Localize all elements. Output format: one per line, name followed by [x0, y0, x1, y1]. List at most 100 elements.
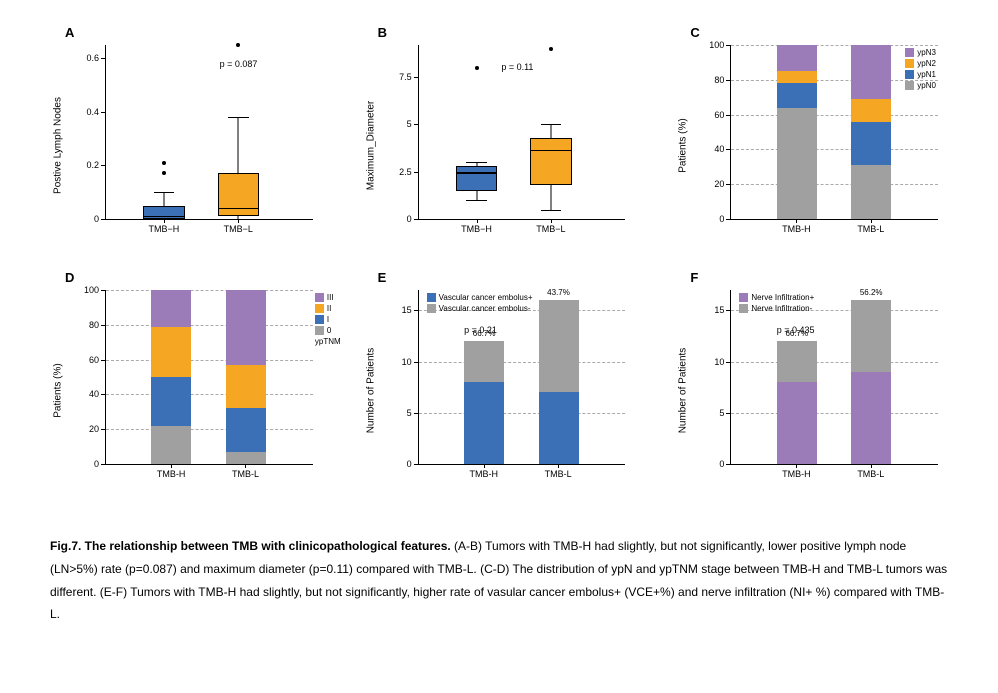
y-tick-label: 7.5: [399, 72, 412, 82]
chart-area: 020406080100TMB-HTMB-LypN3ypN2ypN1ypN0: [730, 45, 938, 220]
panel-label-e: E: [378, 270, 387, 285]
figure-caption: Fig.7. The relationship between TMB with…: [50, 535, 948, 626]
bar-segment: [851, 45, 891, 99]
panel-label-d: D: [65, 270, 74, 285]
panel-d: D020406080100TMB-HTMB-LIIIIII0ypTNMPatie…: [50, 275, 323, 495]
outlier-point: [475, 66, 479, 70]
panel-label-a: A: [65, 25, 74, 40]
bar-segment: [151, 377, 191, 426]
y-tick-label: 0.4: [86, 107, 99, 117]
p-value-text: p = 0.087: [220, 59, 258, 69]
chart-legend: IIIIII0ypTNM: [315, 292, 341, 347]
chart-area: 051015TMB-HTMB-L66.7%43.7%Vascular cance…: [418, 290, 626, 465]
bar-segment: [151, 426, 191, 464]
y-axis-label: Patients (%): [678, 118, 689, 172]
y-tick-label: 5: [407, 119, 412, 129]
x-tick-label: TMB-H: [157, 469, 186, 479]
bar-segment: [226, 290, 266, 365]
bar-segment: [851, 372, 891, 464]
legend-item: ypTNM: [315, 336, 341, 347]
bar-segment: [851, 99, 891, 122]
bar-segment: [226, 365, 266, 409]
legend-item: Nerve Infiltration+: [739, 292, 814, 303]
legend-swatch: [905, 59, 914, 68]
y-tick-label: 2.5: [399, 167, 412, 177]
chart-area: 051015TMB-HTMB-L66.7%56.2%Nerve Infiltra…: [730, 290, 938, 465]
legend-item: I: [315, 314, 341, 325]
legend-swatch: [315, 304, 324, 313]
y-tick-label: 0: [719, 459, 724, 469]
panel-e: E051015TMB-HTMB-L66.7%43.7%Vascular canc…: [363, 275, 636, 495]
legend-item: ypN0: [905, 80, 936, 91]
legend-swatch: [427, 293, 436, 302]
x-tick-label: TMB-L: [545, 469, 572, 479]
x-tick-label: TMB-L: [232, 469, 259, 479]
legend-item: ypN1: [905, 69, 936, 80]
p-value-text: p = 0.21: [464, 325, 497, 335]
y-tick-label: 0: [407, 214, 412, 224]
legend-label: Nerve Infiltration+: [751, 292, 814, 303]
caption-title: Fig.7. The relationship between TMB with…: [50, 539, 451, 553]
y-tick-label: 40: [714, 144, 724, 154]
p-value-text: p = 0.435: [777, 325, 815, 335]
bar-segment: [777, 382, 817, 464]
y-tick-label: 0.2: [86, 160, 99, 170]
y-tick-label: 40: [89, 389, 99, 399]
panel-label-f: F: [690, 270, 698, 285]
bar-segment: [539, 392, 579, 464]
outlier-point: [236, 43, 240, 47]
y-tick-label: 15: [714, 305, 724, 315]
legend-label: ypN3: [917, 47, 936, 58]
legend-item: II: [315, 303, 341, 314]
x-tick-label: TMB-H: [782, 469, 811, 479]
y-tick-label: 10: [402, 357, 412, 367]
bar-segment: [151, 290, 191, 327]
legend-label: Vascular cancer embolus-: [439, 303, 531, 314]
p-value-text: p = 0.11: [501, 62, 533, 72]
legend-label: Nerve Infiltration-: [751, 303, 812, 314]
stacked-bar: 56.2%: [851, 300, 891, 464]
y-tick-label: 60: [89, 355, 99, 365]
y-axis-label: Maximum_Diameter: [365, 101, 376, 190]
bar-segment: [777, 108, 817, 219]
legend-label: II: [327, 303, 331, 314]
bar-top-label: 56.2%: [860, 288, 883, 297]
legend-swatch: [905, 70, 914, 79]
panel-b: B02.557.5TMB−HTMB−Lp = 0.11Maximum_Diame…: [363, 30, 636, 250]
bar-segment: [777, 71, 817, 83]
bar-segment: [226, 452, 266, 464]
y-tick-label: 60: [714, 110, 724, 120]
legend-swatch: [315, 326, 324, 335]
y-tick-label: 15: [402, 305, 412, 315]
legend-item: Vascular cancer embolus+: [427, 292, 533, 303]
y-axis-label: Postive Lymph Nodes: [53, 97, 64, 194]
boxplot-box: [456, 166, 497, 191]
outlier-point: [162, 161, 166, 165]
bar-segment: [226, 408, 266, 452]
x-tick-label: TMB-L: [857, 469, 884, 479]
panel-f: F051015TMB-HTMB-L66.7%56.2%Nerve Infiltr…: [675, 275, 948, 495]
legend-swatch: [905, 81, 914, 90]
y-tick-label: 20: [714, 179, 724, 189]
y-tick-label: 100: [84, 285, 99, 295]
y-tick-label: 0.6: [86, 53, 99, 63]
panel-label-b: B: [378, 25, 387, 40]
y-tick-label: 100: [709, 40, 724, 50]
chart-area: 020406080100TMB-HTMB-LIIIIII0ypTNM: [105, 290, 313, 465]
boxplot-box: [218, 173, 259, 216]
legend-item: III: [315, 292, 341, 303]
legend-swatch: [739, 304, 748, 313]
legend-label: ypN2: [917, 58, 936, 69]
legend-item: Vascular cancer embolus-: [427, 303, 533, 314]
stacked-bar: 43.7%: [539, 300, 579, 464]
x-tick-label: TMB-H: [470, 469, 499, 479]
y-axis-label: Number of Patients: [365, 348, 376, 434]
figure-grid: A00.20.40.6TMB−HTMB−Lp = 0.087Postive Ly…: [50, 30, 948, 495]
legend-swatch: [427, 304, 436, 313]
stacked-bar: 66.7%: [777, 341, 817, 464]
x-tick-label: TMB-L: [857, 224, 884, 234]
bar-segment: [851, 122, 891, 166]
bar-segment: [777, 45, 817, 71]
y-axis-label: Patients (%): [53, 363, 64, 417]
stacked-bar: 66.7%: [464, 341, 504, 464]
